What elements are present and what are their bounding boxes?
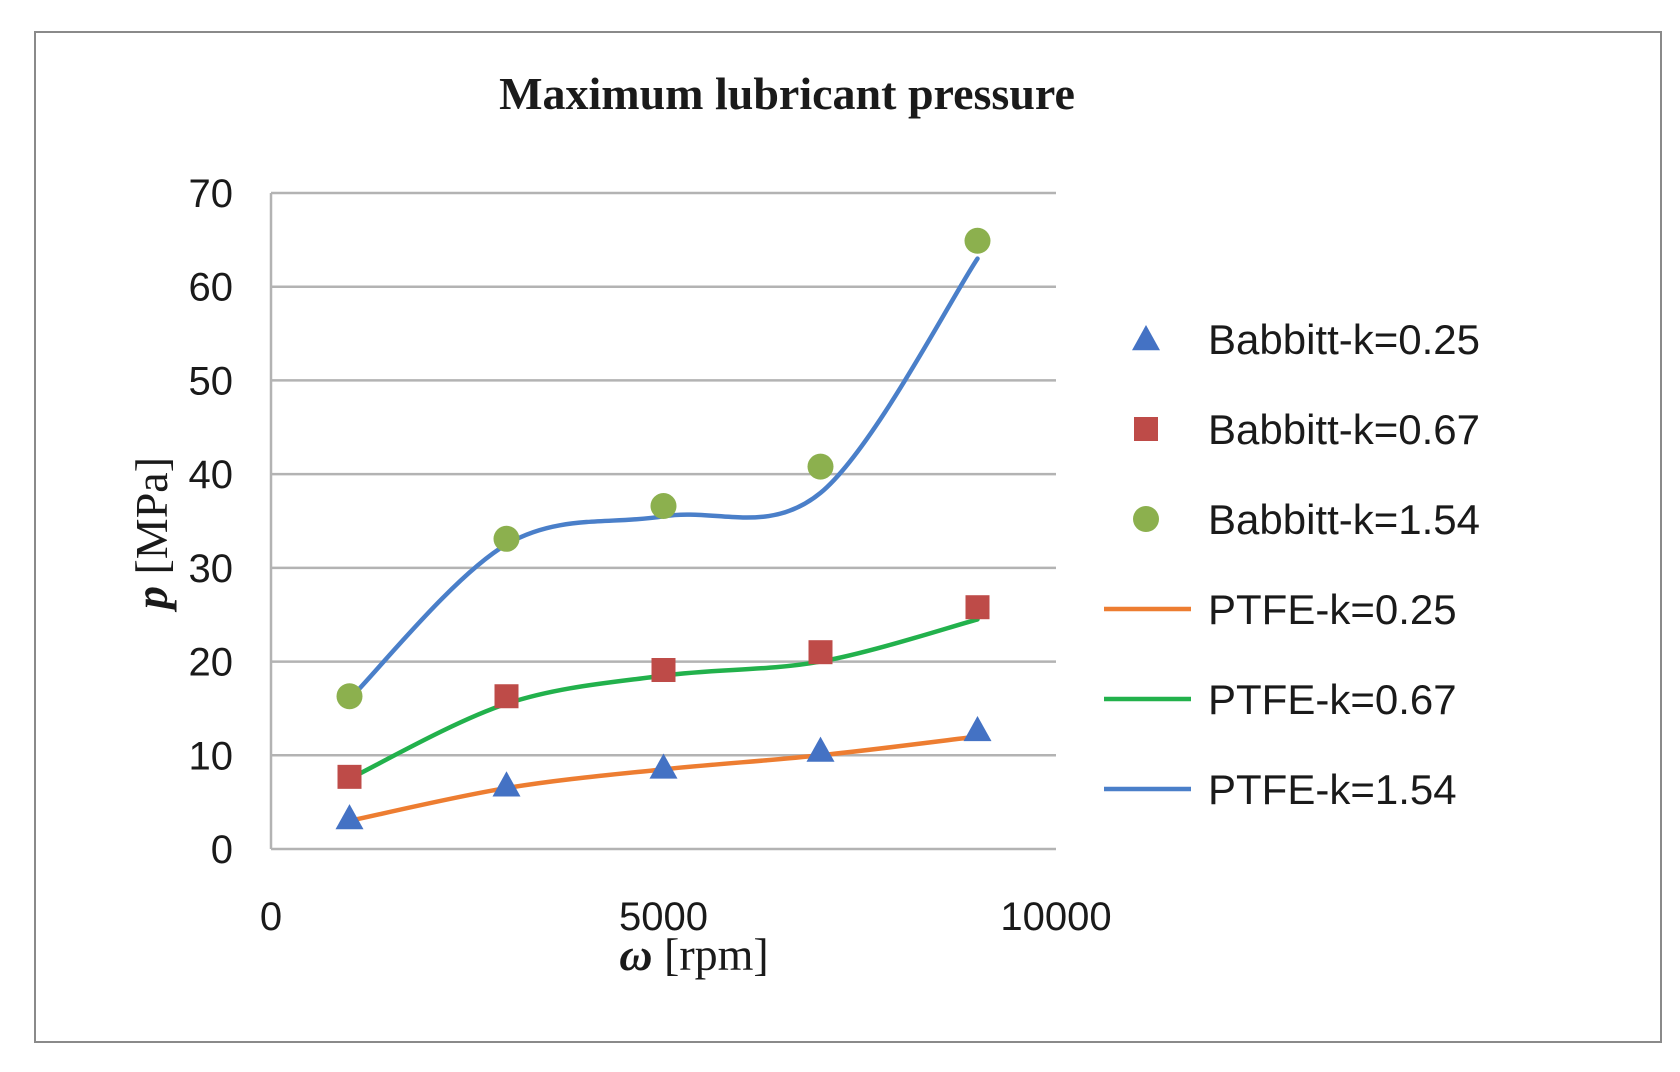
series-2-point-3 (807, 453, 834, 480)
legend-label-5: PTFE-k=1.54 (1208, 766, 1457, 813)
y-tick-label-60: 60 (189, 266, 234, 310)
series-2-point-2 (650, 493, 677, 520)
line-layer (347, 256, 980, 824)
y-tick-label-0: 0 (211, 828, 233, 872)
legend-label-2: Babbitt-k=1.54 (1208, 496, 1480, 543)
series-0-point-2 (649, 753, 678, 779)
series-line-5 (347, 256, 980, 702)
x-axis-symbol: ω (619, 929, 652, 980)
y-tick-label-30: 30 (189, 547, 234, 591)
x-tick-labels: 0 5000 10000 (260, 895, 1112, 939)
y-axis-label: p [MPa] (126, 457, 177, 613)
grid-layer (269, 191, 1056, 851)
chart-title: Maximum lubricant pressure (499, 68, 1075, 119)
y-axis-unit-space (126, 575, 177, 587)
series-0-point-1 (492, 771, 521, 797)
y-tick-label-50: 50 (189, 359, 234, 403)
series-2-point-0 (336, 683, 363, 710)
series-1-point-4 (965, 595, 990, 620)
chart-svg: Maximum lubricant pressure 0 10 20 30 40 50 60… (126, 68, 1480, 980)
legend-swatch-1 (1134, 417, 1158, 441)
y-tick-label-70: 70 (189, 172, 234, 216)
series-2-point-4 (964, 227, 991, 254)
x-axis-label: ω [rpm] (619, 929, 769, 980)
y-axis-unit: [MPa] (126, 457, 177, 575)
y-axis-symbol: p (126, 586, 177, 613)
marker-layer (335, 227, 992, 830)
x-axis-unit-space (653, 929, 665, 980)
series-2-point-1 (493, 525, 520, 552)
series-1-point-2 (651, 658, 676, 683)
series-1-point-0 (337, 764, 362, 789)
x-tick-label-0: 0 (260, 895, 282, 939)
legend-swatch-0 (1132, 325, 1160, 351)
chart-frame: Maximum lubricant pressure 0 10 20 30 40 50 60… (34, 31, 1662, 1043)
x-axis-unit: [rpm] (664, 929, 769, 980)
legend-label-0: Babbitt-k=0.25 (1208, 316, 1480, 363)
series-0-point-3 (806, 736, 835, 762)
y-tick-label-40: 40 (189, 453, 234, 497)
legend: Babbitt-k=0.25 Babbitt-k=0.67 Babbitt-k=1.… (1104, 316, 1480, 813)
series-0-point-0 (335, 804, 364, 830)
y-tick-labels: 0 10 20 30 40 50 60 70 (189, 172, 234, 872)
x-tick-label-10000: 10000 (1000, 895, 1111, 939)
legend-swatch-2 (1133, 506, 1159, 532)
y-tick-label-10: 10 (189, 734, 234, 778)
legend-label-4: PTFE-k=0.67 (1208, 676, 1457, 723)
legend-label-3: PTFE-k=0.25 (1208, 586, 1457, 633)
series-line-3 (347, 734, 980, 824)
legend-label-1: Babbitt-k=0.67 (1208, 406, 1480, 453)
y-tick-label-20: 20 (189, 641, 234, 685)
series-1-point-3 (808, 640, 833, 665)
series-1-point-1 (494, 684, 519, 709)
x-tick-label-5000: 5000 (619, 895, 708, 939)
series-0-point-4 (963, 715, 992, 742)
